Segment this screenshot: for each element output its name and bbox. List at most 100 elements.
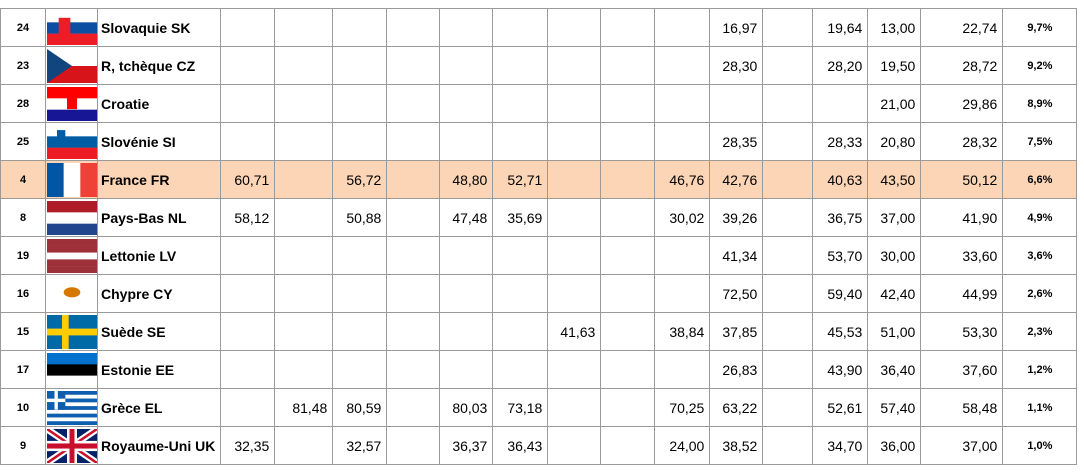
percent-cell: 1,2% xyxy=(1002,350,1078,389)
value-cell xyxy=(492,274,549,313)
table-row: 25 Slovénie SI 28,35 28,33 20,80 28,32 7,5% xyxy=(0,122,1078,161)
value-cell xyxy=(600,426,656,465)
flag-part xyxy=(46,48,72,83)
flag xyxy=(46,276,97,311)
flag-part xyxy=(46,162,64,197)
value-cell xyxy=(762,350,814,389)
flag-part xyxy=(46,265,97,273)
value-cell: 42,76 xyxy=(709,160,764,199)
value-cell xyxy=(547,274,602,313)
data-table: 24 Slovaquie SK 16,97 19,64 13,00 22,74 9,7% 23… xyxy=(0,8,1078,465)
flag-part xyxy=(46,223,97,235)
flag-part xyxy=(46,10,97,23)
value-cell xyxy=(492,122,549,161)
value-cell: 80,59 xyxy=(332,388,388,427)
value-cell xyxy=(600,236,656,275)
value-cell xyxy=(220,122,276,161)
value-cell: 53,30 xyxy=(920,312,1004,351)
value-cell xyxy=(600,312,656,351)
flag-part xyxy=(58,17,70,35)
value-cell xyxy=(762,388,814,427)
flag-part xyxy=(46,328,97,335)
table-row: 16 Chypre CY 72,50 59,40 42,40 44,99 2,6% xyxy=(0,274,1078,313)
flag-part xyxy=(46,398,97,403)
value-cell xyxy=(220,46,276,85)
value-cell xyxy=(492,236,549,275)
value-cell: 30,02 xyxy=(654,198,711,237)
flag xyxy=(46,238,97,273)
flag-cell xyxy=(45,8,98,47)
value-cell: 41,90 xyxy=(920,198,1004,237)
rank-cell: 4 xyxy=(0,160,46,199)
value-cell: 36,37 xyxy=(439,426,494,465)
value-cell xyxy=(439,236,494,275)
value-cell: 38,84 xyxy=(654,312,711,351)
value-cell xyxy=(762,426,814,465)
value-cell xyxy=(492,8,549,47)
flag xyxy=(46,200,97,235)
table-row: 24 Slovaquie SK 16,97 19,64 13,00 22,74 9,7% xyxy=(0,8,1078,47)
flag-part xyxy=(46,375,97,387)
flag-cell xyxy=(45,350,98,389)
flag-part xyxy=(46,394,97,399)
value-cell: 32,57 xyxy=(332,426,388,465)
value-cell: 41,34 xyxy=(709,236,764,275)
country-name: Chypre CY xyxy=(96,274,222,313)
table-row: 23 R, tchèque CZ 28,30 28,20 19,50 28,72 9,2% xyxy=(0,46,1078,85)
value-cell xyxy=(439,350,494,389)
value-cell: 28,35 xyxy=(709,122,764,161)
value-cell xyxy=(332,236,388,275)
percent-cell: 1,0% xyxy=(1002,426,1078,465)
value-cell: 52,71 xyxy=(492,160,549,199)
value-cell: 32,35 xyxy=(220,426,276,465)
value-cell: 20,80 xyxy=(867,122,922,161)
table-row: 8 Pays-Bas NL 58,12 50,88 47,48 35,69 30,02 39,… xyxy=(0,198,1078,237)
flag xyxy=(46,314,97,349)
value-cell xyxy=(332,122,388,161)
value-cell xyxy=(386,388,441,427)
country-name: Estonie EE xyxy=(96,350,222,389)
value-cell xyxy=(762,198,814,237)
value-cell: 36,40 xyxy=(867,350,922,389)
flag-cell xyxy=(45,426,98,465)
value-cell xyxy=(654,84,711,123)
value-cell xyxy=(654,122,711,161)
value-cell xyxy=(332,350,388,389)
value-cell: 24,00 xyxy=(654,426,711,465)
value-cell: 28,30 xyxy=(709,46,764,85)
value-cell xyxy=(274,274,334,313)
country-name: Pays-Bas NL xyxy=(96,198,222,237)
table-row: 4 France FR 60,71 56,72 48,80 52,71 46,76 42,76… xyxy=(0,160,1078,199)
value-cell xyxy=(439,274,494,313)
value-cell xyxy=(762,8,814,47)
value-cell: 46,76 xyxy=(654,160,711,199)
value-cell xyxy=(220,274,276,313)
rank-cell: 10 xyxy=(0,388,46,427)
flag-cell xyxy=(45,236,98,275)
value-cell xyxy=(492,312,549,351)
percent-cell: 4,9% xyxy=(1002,198,1078,237)
flag-part xyxy=(46,147,97,159)
rank-cell: 8 xyxy=(0,198,46,237)
value-cell xyxy=(654,46,711,85)
value-cell xyxy=(762,274,814,313)
value-cell: 43,50 xyxy=(867,160,922,199)
value-cell xyxy=(547,426,602,465)
value-cell xyxy=(547,46,602,85)
value-cell xyxy=(220,312,276,351)
percent-cell: 9,7% xyxy=(1002,8,1078,47)
country-name: Suède SE xyxy=(96,312,222,351)
value-cell: 28,33 xyxy=(812,122,869,161)
value-cell xyxy=(386,46,441,85)
value-cell xyxy=(547,160,602,199)
value-cell xyxy=(439,8,494,47)
rank-cell: 28 xyxy=(0,84,46,123)
value-cell xyxy=(547,388,602,427)
flag-part xyxy=(56,129,65,140)
value-cell xyxy=(547,84,602,123)
value-cell: 13,00 xyxy=(867,8,922,47)
flag-part xyxy=(46,33,97,45)
flag-part xyxy=(79,162,97,197)
value-cell xyxy=(600,8,656,47)
